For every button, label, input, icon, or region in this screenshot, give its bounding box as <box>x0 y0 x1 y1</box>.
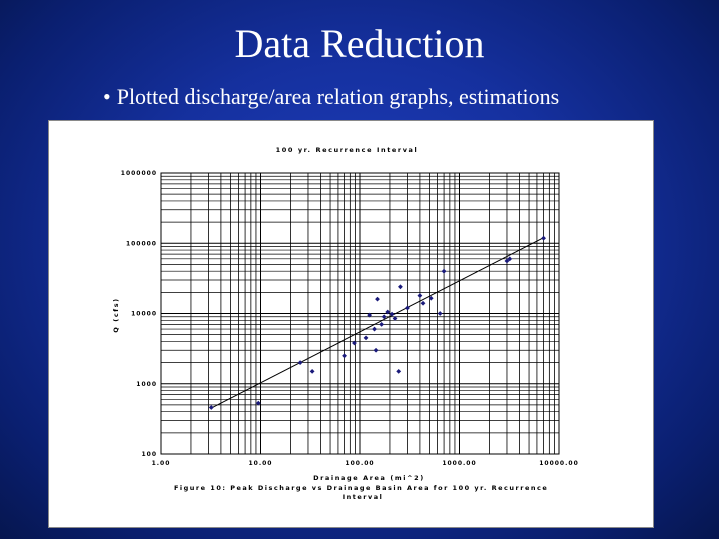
data-point <box>417 293 423 298</box>
data-point <box>367 312 373 318</box>
x-tick-label: 1000.00 <box>442 460 476 467</box>
x-tick-label: 10.00 <box>249 460 273 467</box>
chart-panel: 1.00 10.00 100.00 1000.00 10000.00 100 1000 100… <box>48 120 654 528</box>
y-tick-label: 100000 <box>126 240 157 247</box>
data-point <box>385 309 391 315</box>
chart-grid <box>160 172 560 455</box>
slide-title: Data Reduction <box>234 21 485 66</box>
bullet-text: Plotted discharge/area relation graphs, … <box>116 84 560 109</box>
y-axis-label: Q (cfs) <box>112 297 120 332</box>
data-point <box>208 405 214 410</box>
data-point <box>396 368 402 374</box>
x-axis-label: Drainage Area (mi^2) <box>313 474 425 482</box>
data-point <box>255 400 261 406</box>
data-point <box>441 268 447 274</box>
y-tick-label: 1000 <box>136 381 157 388</box>
data-point <box>405 305 410 311</box>
figure-caption: Figure 10: Peak Discharge vs Drainage Ba… <box>174 484 552 501</box>
y-tick-label: 10000 <box>131 311 157 318</box>
data-point <box>398 284 403 290</box>
data-point <box>420 300 426 306</box>
chart-points-layer <box>208 235 546 410</box>
chart-trendline-layer <box>211 237 544 409</box>
data-point <box>373 347 379 353</box>
discharge-area-chart: 1.00 10.00 100.00 1000.00 10000.00 100 1000 100… <box>112 146 579 501</box>
data-point <box>392 316 398 321</box>
data-point <box>389 311 395 317</box>
data-point <box>375 296 380 302</box>
data-point <box>541 235 546 241</box>
data-point <box>504 258 510 264</box>
plot-frame <box>160 172 560 455</box>
chart-title: 100 yr. Recurrence Interval <box>276 146 419 154</box>
data-point <box>507 256 513 262</box>
data-point <box>428 295 434 301</box>
data-point <box>379 321 385 327</box>
data-point <box>363 335 369 341</box>
bullet-symbol: • <box>103 84 111 109</box>
figure-caption-line-2: Interval <box>343 493 384 501</box>
data-point <box>372 326 377 332</box>
data-point <box>381 314 387 320</box>
data-point <box>342 353 347 359</box>
bullet-item: • Plotted discharge/area relation graphs,… <box>103 84 559 110</box>
x-tick-label: 1.00 <box>152 460 171 467</box>
y-tick-label: 100 <box>141 451 157 458</box>
data-point <box>437 311 443 316</box>
x-tick-label: 100.00 <box>345 460 374 467</box>
data-point <box>309 368 315 374</box>
chart-tick-labels: 1.00 10.00 100.00 1000.00 10000.00 100 1000 100… <box>121 170 579 467</box>
data-point <box>297 360 303 366</box>
x-tick-label: 10000.00 <box>539 460 579 467</box>
trendline <box>211 237 544 409</box>
y-tick-label: 1000000 <box>121 170 157 177</box>
figure-caption-line-1: Figure 10: Peak Discharge vs Drainage Ba… <box>174 484 548 492</box>
